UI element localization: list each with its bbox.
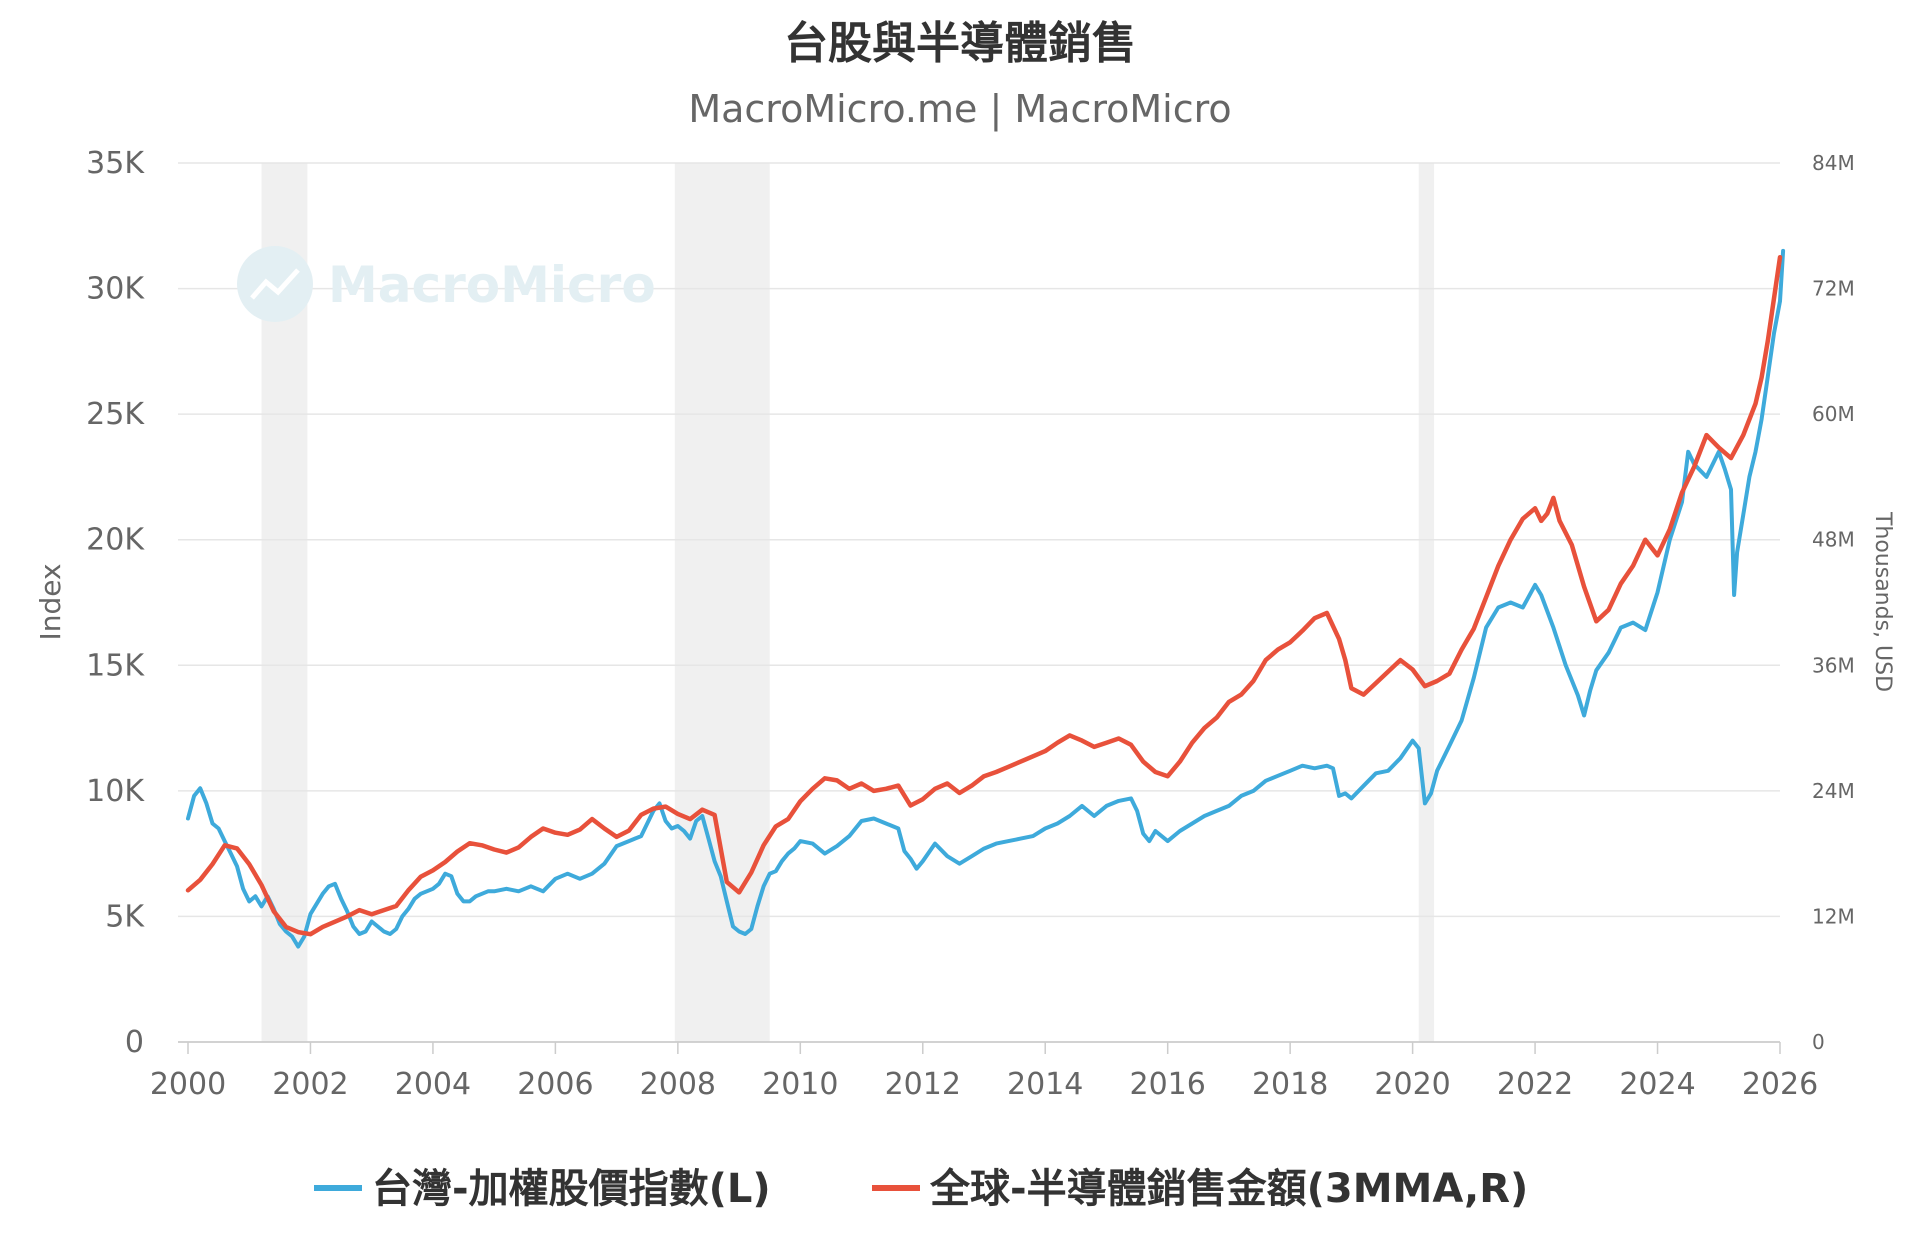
y-left-tick-label: 35K [86,146,145,181]
series-line-semis [185,254,1783,937]
x-tick-label: 2004 [395,1067,471,1102]
x-tick-label: 2008 [640,1067,716,1102]
x-axis: 2000 2002 2004 2006 2008 2010 2012 2014 2016 2018… [150,1041,1818,1102]
y-axis-left-title: Index [34,563,67,640]
legend-item-taiex[interactable]: 台灣-加權股價指數(L) [314,1166,771,1212]
y-left-tick-label: 5K [105,899,145,934]
chart-title: 台股與半導體銷售 [784,18,1136,69]
legend: 台灣-加權股價指數(L) 全球-半導體銷售金額(3MMA,R) [314,1166,1528,1212]
x-tick-label: 2012 [885,1067,961,1102]
recession-band [1418,163,1435,1042]
y-right-tick-label: 48M [1812,528,1855,552]
y-right-tick-label: 72M [1812,277,1855,301]
y-right-tick-label: 60M [1812,402,1855,426]
y-right-tick-label: 24M [1812,779,1855,803]
x-tick-label: 2020 [1374,1067,1450,1102]
y-right-tick-label: 36M [1812,653,1855,677]
x-tick-label: 2024 [1619,1067,1695,1102]
watermark-text: MacroMicro [328,256,656,314]
y-left-tick-label: 0 [125,1025,144,1060]
x-tick-label: 2010 [762,1067,838,1102]
y-left-tick-label: 10K [86,774,145,809]
x-tick-label: 2000 [150,1067,226,1102]
legend-label-taiex: 台灣-加權股價指數(L) [372,1166,771,1212]
x-tick-label: 2002 [272,1067,348,1102]
y-left-tick-label: 20K [86,523,145,558]
x-tick-label: 2006 [517,1067,593,1102]
watermark: MacroMicro [237,246,656,322]
x-tick-label: 2016 [1130,1067,1206,1102]
y-left-tick-label: 30K [86,272,145,307]
x-tick-label: 2026 [1742,1067,1818,1102]
x-tick-label: 2014 [1007,1067,1083,1102]
y-right-tick-label: 84M [1812,151,1855,175]
legend-item-semis[interactable]: 全球-半導體銷售金額(3MMA,R) [872,1166,1528,1212]
series-line-taiex [186,248,1786,949]
y-right-tick-label: 12M [1812,904,1855,928]
series-lines [185,248,1786,949]
chart-subtitle: MacroMicro.me | MacroMicro [688,87,1231,132]
x-tick-label: 2018 [1252,1067,1328,1102]
watermark-logo-icon [237,246,313,322]
y-right-tick-label: 0 [1812,1030,1825,1054]
recession-band [674,163,770,1042]
y-left-tick-label: 25K [86,397,145,432]
x-tick-label: 2022 [1497,1067,1573,1102]
y-left-tick-label: 15K [86,648,145,683]
y-axis-right-ticks: 0 12M 24M 36M 48M 60M 72M 84M [1812,151,1855,1054]
legend-label-semis: 全球-半導體銷售金額(3MMA,R) [929,1166,1528,1212]
watermark-logo-chart-icon [250,268,300,300]
y-axis-left-ticks: 0 5K 10K 15K 20K 25K 30K 35K [86,146,145,1060]
y-axis-right-title: Thousands, USD [1870,511,1895,692]
